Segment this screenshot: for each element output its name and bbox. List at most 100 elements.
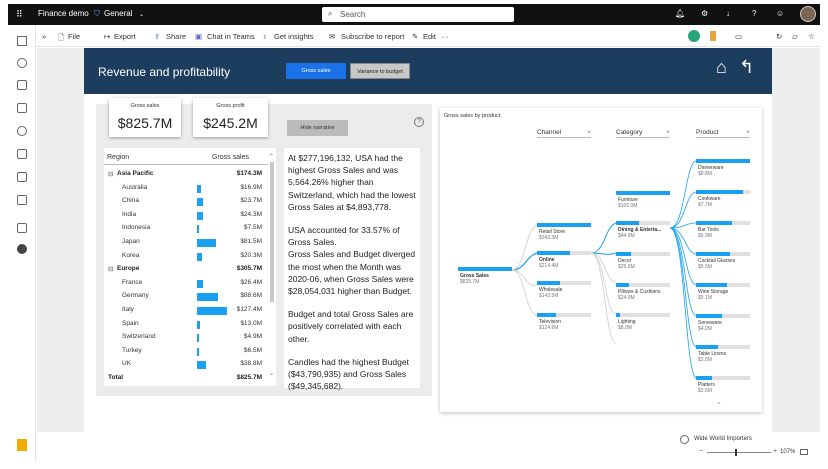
tree-node[interactable]: Gross Sales $825.7M [458, 267, 512, 289]
edit-button[interactable]: Edit [423, 32, 436, 41]
table-row[interactable]: France $26.4M [104, 277, 268, 290]
file-menu[interactable]: File [68, 32, 81, 41]
workspace-name[interactable]: Finance demo [38, 9, 89, 18]
tree-header-product[interactable]: Product × [696, 129, 750, 136]
comment-icon[interactable]: ▱ [792, 32, 798, 41]
table-row[interactable]: Italy $127.4M [104, 304, 268, 317]
feedback-icon[interactable]: ☺ [776, 9, 785, 18]
close-icon[interactable]: × [666, 129, 670, 136]
tree-node[interactable]: Dining & Enterta... $44.9M [616, 221, 670, 243]
row-value: $88.6M [240, 292, 262, 300]
table-row[interactable]: UK $38.8M [104, 358, 268, 371]
favorite-icon[interactable]: ☆ [808, 32, 815, 41]
tree-node[interactable]: Wholesale $143.5M [537, 281, 591, 303]
back-arrow-icon[interactable]: ↰ [739, 57, 755, 77]
column-header-gross-sales[interactable]: Gross sales [212, 154, 249, 161]
table-row[interactable]: India $24.3M [104, 209, 268, 222]
get-insights-button[interactable]: Get insights [274, 32, 314, 41]
home-icon[interactable] [17, 36, 27, 46]
fit-page-icon[interactable] [800, 449, 808, 455]
gear-icon[interactable]: ⚙ [701, 9, 709, 18]
tree-node[interactable]: Cookware $7.7M [696, 190, 750, 212]
tree-node[interactable]: Pillows & Cushions $24.9M [616, 283, 670, 305]
tree-node[interactable]: Retail Store $343.3M [537, 223, 591, 245]
table-row[interactable]: Korea $20.3M [104, 250, 268, 263]
learn-icon[interactable] [17, 195, 27, 205]
sensitivity-label[interactable]: General [104, 9, 133, 18]
download-icon[interactable]: ↓ [726, 9, 730, 18]
zoom-out-button[interactable]: − [699, 448, 704, 455]
tree-node[interactable]: Wine Storage $5.1M [696, 283, 750, 305]
home-icon[interactable]: ⌂ [716, 57, 727, 77]
close-icon[interactable]: × [746, 129, 750, 136]
close-icon[interactable]: × [587, 129, 591, 136]
bookmark-icon[interactable] [710, 31, 716, 41]
subscribe-button[interactable]: Subscribe to report [341, 32, 405, 41]
goals-icon[interactable] [17, 126, 27, 136]
help-icon[interactable]: ? [414, 117, 424, 127]
tree-node[interactable]: Table Linens $3.5M [696, 345, 750, 367]
group-row[interactable]: ⊟ Asia Pacific $174.3M [104, 168, 268, 181]
group-row[interactable]: Total $825.7M [104, 372, 268, 385]
table-row[interactable]: Turkey $6.5M [104, 345, 268, 358]
tree-header-channel[interactable]: Channel × [537, 129, 591, 136]
deployment-icon[interactable] [17, 172, 27, 182]
chat-in-teams-button[interactable]: Chat in Teams [207, 32, 255, 41]
onelake-icon[interactable] [17, 103, 27, 113]
tree-node[interactable]: Television $124.6M [537, 313, 591, 335]
tree-node[interactable]: Lighting $8.0M [616, 313, 670, 335]
zoom-slider-thumb[interactable] [735, 449, 737, 456]
scroll-up-icon[interactable]: ⌃ [269, 154, 275, 160]
table-scrollbar[interactable] [270, 162, 274, 302]
tree-node[interactable]: Decor $29.5M [616, 252, 670, 274]
app-launcher-icon[interactable]: ⠿ [16, 9, 23, 19]
share-button[interactable]: Share [166, 32, 187, 41]
tree-node[interactable]: Cocktail Glasses $5.5M [696, 252, 750, 274]
workspaces-icon[interactable] [17, 223, 27, 233]
apps-icon[interactable] [17, 149, 27, 159]
workspace-avatar-icon[interactable] [17, 244, 27, 254]
table-row[interactable]: Indonesia $7.5M [104, 222, 268, 235]
group-row[interactable]: ⊟ Europe $305.7M [104, 263, 268, 276]
chevron-down-icon[interactable]: ⌄ [139, 12, 145, 18]
node-label: Lighting [618, 319, 636, 325]
tree-node[interactable]: Dinnerware $8.8M [696, 159, 750, 181]
tree-node[interactable]: Online $214.4M [537, 251, 591, 273]
zoom-in-button[interactable]: + [773, 448, 778, 455]
reload-icon[interactable]: ↻ [776, 32, 783, 41]
browse-icon[interactable] [17, 80, 27, 90]
scroll-down-icon[interactable]: ⌄ [269, 371, 275, 377]
create-icon[interactable] [17, 58, 27, 68]
narrative-paragraph: Candles had the highest Budget ($43,790,… [288, 356, 409, 392]
zoom-slider[interactable] [707, 452, 771, 453]
collapse-icon[interactable]: ⊟ [108, 266, 114, 274]
export-menu[interactable]: Export [114, 32, 136, 41]
hide-narrative-button[interactable]: Hide narrative [287, 120, 348, 136]
data-bar [197, 361, 207, 370]
table-row[interactable]: Spain $13.0M [104, 318, 268, 331]
bell-icon[interactable]: 🔔︎ [675, 9, 686, 18]
table-row[interactable]: Switzerland $4.9M [104, 331, 268, 344]
help-icon[interactable]: ? [752, 9, 757, 18]
search-input[interactable]: ⌕ Search [322, 7, 514, 22]
tree-node[interactable]: Serveware $4.2M [696, 314, 750, 336]
view-icon[interactable]: ▭ [735, 32, 743, 41]
table-row[interactable]: Germany $88.6M [104, 290, 268, 303]
tree-node[interactable]: Bar Tools $5.9M [696, 221, 750, 243]
collapse-icon[interactable]: ⊟ [108, 171, 114, 178]
chevron-down-icon[interactable]: ⌄ [716, 399, 722, 406]
tree-header-category[interactable]: Category × [616, 129, 670, 136]
more-options-button[interactable]: ··· [441, 32, 449, 41]
column-header-region[interactable]: Region [107, 154, 130, 161]
tree-node[interactable]: Furniture $105.0M [616, 191, 670, 213]
connector [669, 191, 697, 229]
expand-icon[interactable]: » [42, 32, 47, 41]
gross-sales-button[interactable]: Gross sales [286, 63, 346, 79]
tree-node[interactable]: Platters $2.6M [696, 376, 750, 398]
table-row[interactable]: Australia $16.9M [104, 182, 268, 195]
refresh-icon[interactable] [688, 30, 700, 42]
variance-to-budget-button[interactable]: Variance to budget [350, 63, 410, 79]
avatar[interactable] [800, 6, 816, 22]
table-row[interactable]: Japan $81.5M [104, 236, 268, 249]
table-row[interactable]: China $23.7M [104, 195, 268, 208]
